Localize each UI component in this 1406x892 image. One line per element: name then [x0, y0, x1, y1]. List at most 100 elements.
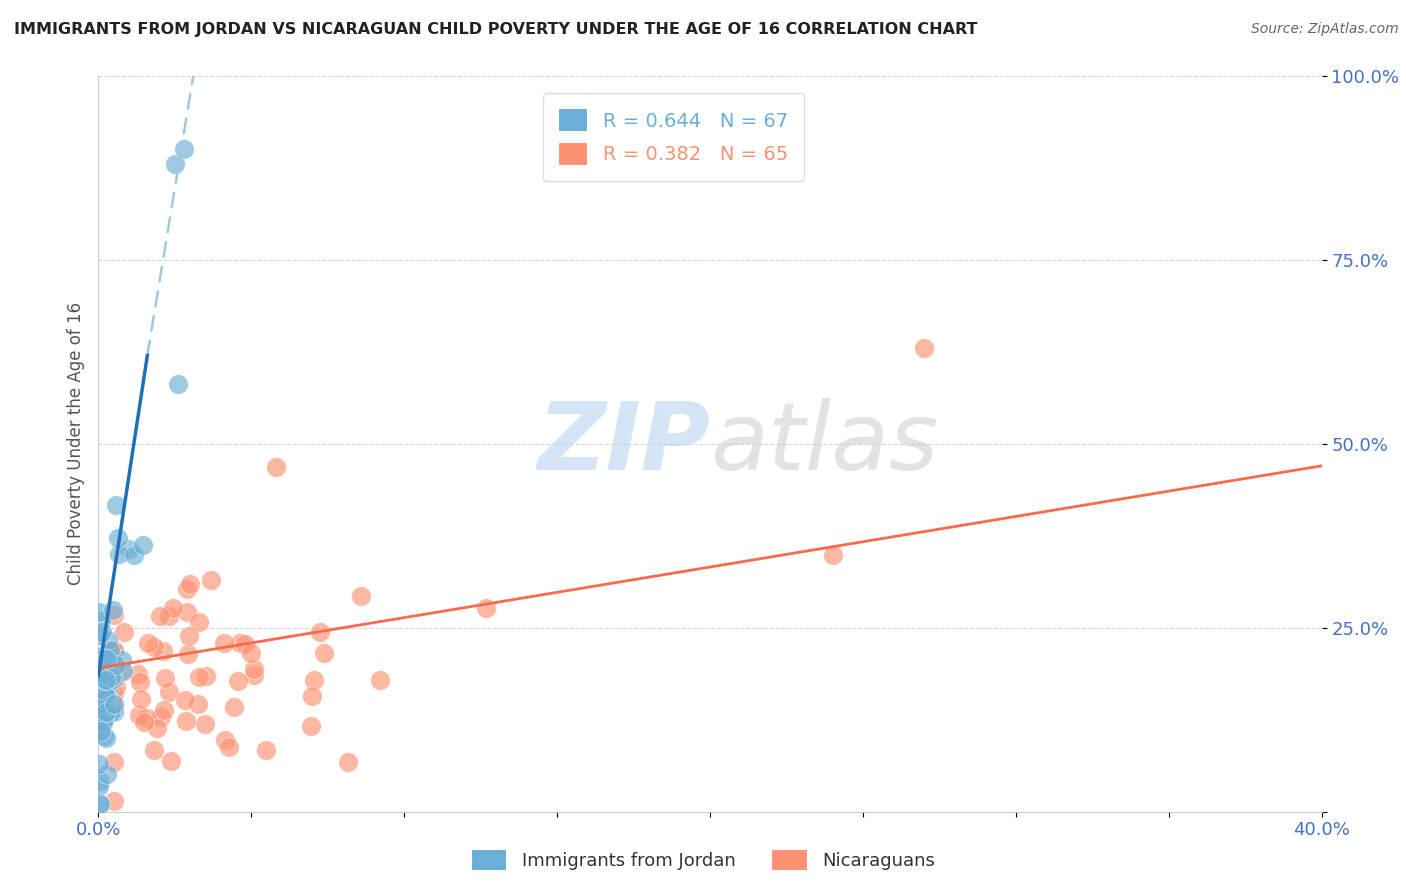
Y-axis label: Child Poverty Under the Age of 16: Child Poverty Under the Age of 16: [66, 302, 84, 585]
Point: [97, 682, 120, 697]
Point: [94, 673, 117, 688]
Point: [122, 548, 145, 562]
Point: [128, 707, 150, 722]
Point: [308, 624, 330, 639]
Point: [179, 576, 201, 591]
Point: [143, 640, 166, 655]
Point: [370, 673, 392, 688]
Point: [94, 690, 117, 704]
Point: [103, 608, 125, 623]
Point: [179, 629, 201, 643]
Point: [91, 716, 114, 731]
Point: [103, 697, 125, 711]
Point: [101, 672, 124, 686]
Point: [100, 705, 122, 719]
Point: [98, 643, 121, 657]
Point: [266, 459, 288, 474]
Point: [157, 685, 180, 699]
Point: [96, 690, 118, 705]
Point: [242, 662, 264, 676]
Point: [87, 757, 110, 772]
Point: [302, 673, 325, 687]
Point: [195, 668, 218, 682]
Point: [87, 671, 110, 685]
Text: ZIP: ZIP: [537, 398, 710, 490]
Point: [299, 719, 322, 733]
Point: [90, 654, 112, 668]
Point: [162, 600, 184, 615]
Point: [89, 773, 111, 788]
Point: [93, 729, 115, 743]
Point: [89, 726, 111, 740]
Point: [96, 766, 118, 780]
Point: [350, 589, 373, 603]
Point: [912, 341, 935, 355]
Point: [93, 667, 115, 681]
Point: [143, 743, 166, 757]
Point: [160, 754, 183, 768]
Point: [91, 695, 114, 709]
Point: [97, 659, 120, 673]
Point: [87, 797, 110, 811]
Point: [103, 706, 125, 720]
Point: [301, 690, 323, 704]
Text: IMMIGRANTS FROM JORDAN VS NICARAGUAN CHILD POVERTY UNDER THE AGE OF 16 CORRELATI: IMMIGRANTS FROM JORDAN VS NICARAGUAN CHI…: [14, 22, 977, 37]
Point: [136, 636, 159, 650]
Point: [96, 652, 118, 666]
Text: Source: ZipAtlas.com: Source: ZipAtlas.com: [1251, 22, 1399, 37]
Point: [104, 498, 127, 512]
Point: [337, 755, 360, 769]
Point: [132, 714, 155, 729]
Point: [475, 601, 498, 615]
Point: [89, 628, 111, 642]
Point: [226, 674, 249, 689]
Point: [129, 675, 152, 690]
Point: [108, 665, 131, 680]
Point: [214, 733, 236, 747]
Point: [91, 693, 114, 707]
Point: [176, 582, 198, 596]
Point: [89, 673, 111, 688]
Point: [823, 548, 845, 562]
Point: [101, 603, 124, 617]
Point: [103, 643, 125, 657]
Point: [90, 681, 112, 695]
Point: [93, 712, 115, 726]
Point: [90, 615, 112, 629]
Point: [111, 664, 134, 678]
Point: [176, 605, 198, 619]
Point: [194, 717, 217, 731]
Point: [314, 646, 336, 660]
Point: [163, 157, 186, 171]
Point: [103, 644, 125, 658]
Point: [105, 658, 128, 673]
Point: [212, 636, 235, 650]
Point: [104, 680, 127, 694]
Point: [91, 648, 114, 663]
Point: [103, 756, 125, 770]
Point: [93, 659, 115, 673]
Point: [187, 615, 209, 629]
Point: [239, 646, 262, 660]
Point: [89, 605, 111, 619]
Point: [155, 671, 177, 685]
Point: [107, 548, 129, 562]
Point: [89, 702, 111, 716]
Point: [187, 670, 209, 684]
Point: [93, 673, 115, 688]
Point: [94, 731, 117, 745]
Point: [222, 700, 245, 714]
Point: [112, 625, 135, 640]
Point: [89, 797, 111, 812]
Point: [93, 688, 115, 702]
Point: [187, 697, 209, 711]
Point: [107, 532, 129, 546]
Legend: R = 0.644   N = 67, R = 0.382   N = 65: R = 0.644 N = 67, R = 0.382 N = 65: [543, 93, 804, 181]
Point: [93, 651, 115, 665]
Point: [167, 377, 190, 392]
Point: [101, 650, 124, 665]
Point: [90, 703, 112, 717]
Point: [91, 708, 114, 723]
Point: [96, 684, 118, 698]
Point: [153, 703, 176, 717]
